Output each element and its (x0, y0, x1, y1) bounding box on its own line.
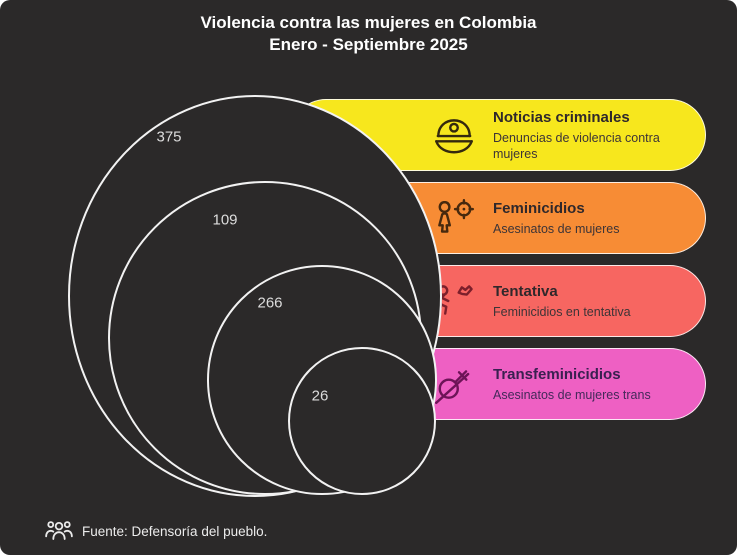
legend-description: Asesinatos de mujeres (493, 221, 620, 236)
legend-description: Asesinatos de mujeres trans (493, 387, 651, 402)
legend-title: Transfeminicidios (493, 365, 621, 383)
legend-pill-transfeminicidios: Transfeminicidios Asesinatos de mujeres … (290, 348, 706, 420)
legend-description: Denuncias de violencia contra mujeres (493, 130, 660, 161)
legend-description: Feminicidios en tentativa (493, 304, 631, 319)
value-transfeminicidios: 26 (311, 387, 329, 405)
threatened-person-icon (437, 285, 473, 315)
legend-pill-feminicidios: Feminicidios Asesinatos de mujeres (290, 182, 706, 254)
police-cap-icon (435, 119, 473, 154)
legend-text-block: Transfeminicidios Asesinatos de mujeres … (493, 366, 698, 403)
title-line-1: Violencia contra las mujeres en Colombia (200, 13, 537, 32)
value-feminicidios: 109 (212, 211, 238, 229)
legend-pill-noticias-criminales: Noticias criminales Denuncias de violenc… (290, 99, 706, 171)
legend-pill-tentativa: Tentativa Feminicidios en tentativa (290, 265, 706, 337)
source-footer: Fuente: Defensoría del pueblo. (44, 516, 267, 546)
title-line-2: Enero - Septiembre 2025 (269, 35, 468, 54)
people-group-icon (45, 521, 73, 540)
legend-title: Noticias criminales (493, 108, 630, 126)
legend-text-block: Feminicidios Asesinatos de mujeres (493, 200, 698, 237)
legend-title: Feminicidios (493, 199, 585, 217)
woman-target-icon (438, 199, 475, 233)
legend-title: Tentativa (493, 282, 558, 300)
value-noticias-criminales: 375 (156, 128, 182, 146)
value-tentativa: 266 (257, 294, 283, 312)
page-title: Violencia contra las mujeres en Colombia… (0, 12, 737, 56)
legend-text-block: Tentativa Feminicidios en tentativa (493, 283, 698, 320)
legend-text-block: Noticias criminales Denuncias de violenc… (493, 109, 698, 162)
source-text: Fuente: Defensoría del pueblo. (82, 523, 268, 539)
trans-symbol-crossed-icon (435, 370, 470, 405)
